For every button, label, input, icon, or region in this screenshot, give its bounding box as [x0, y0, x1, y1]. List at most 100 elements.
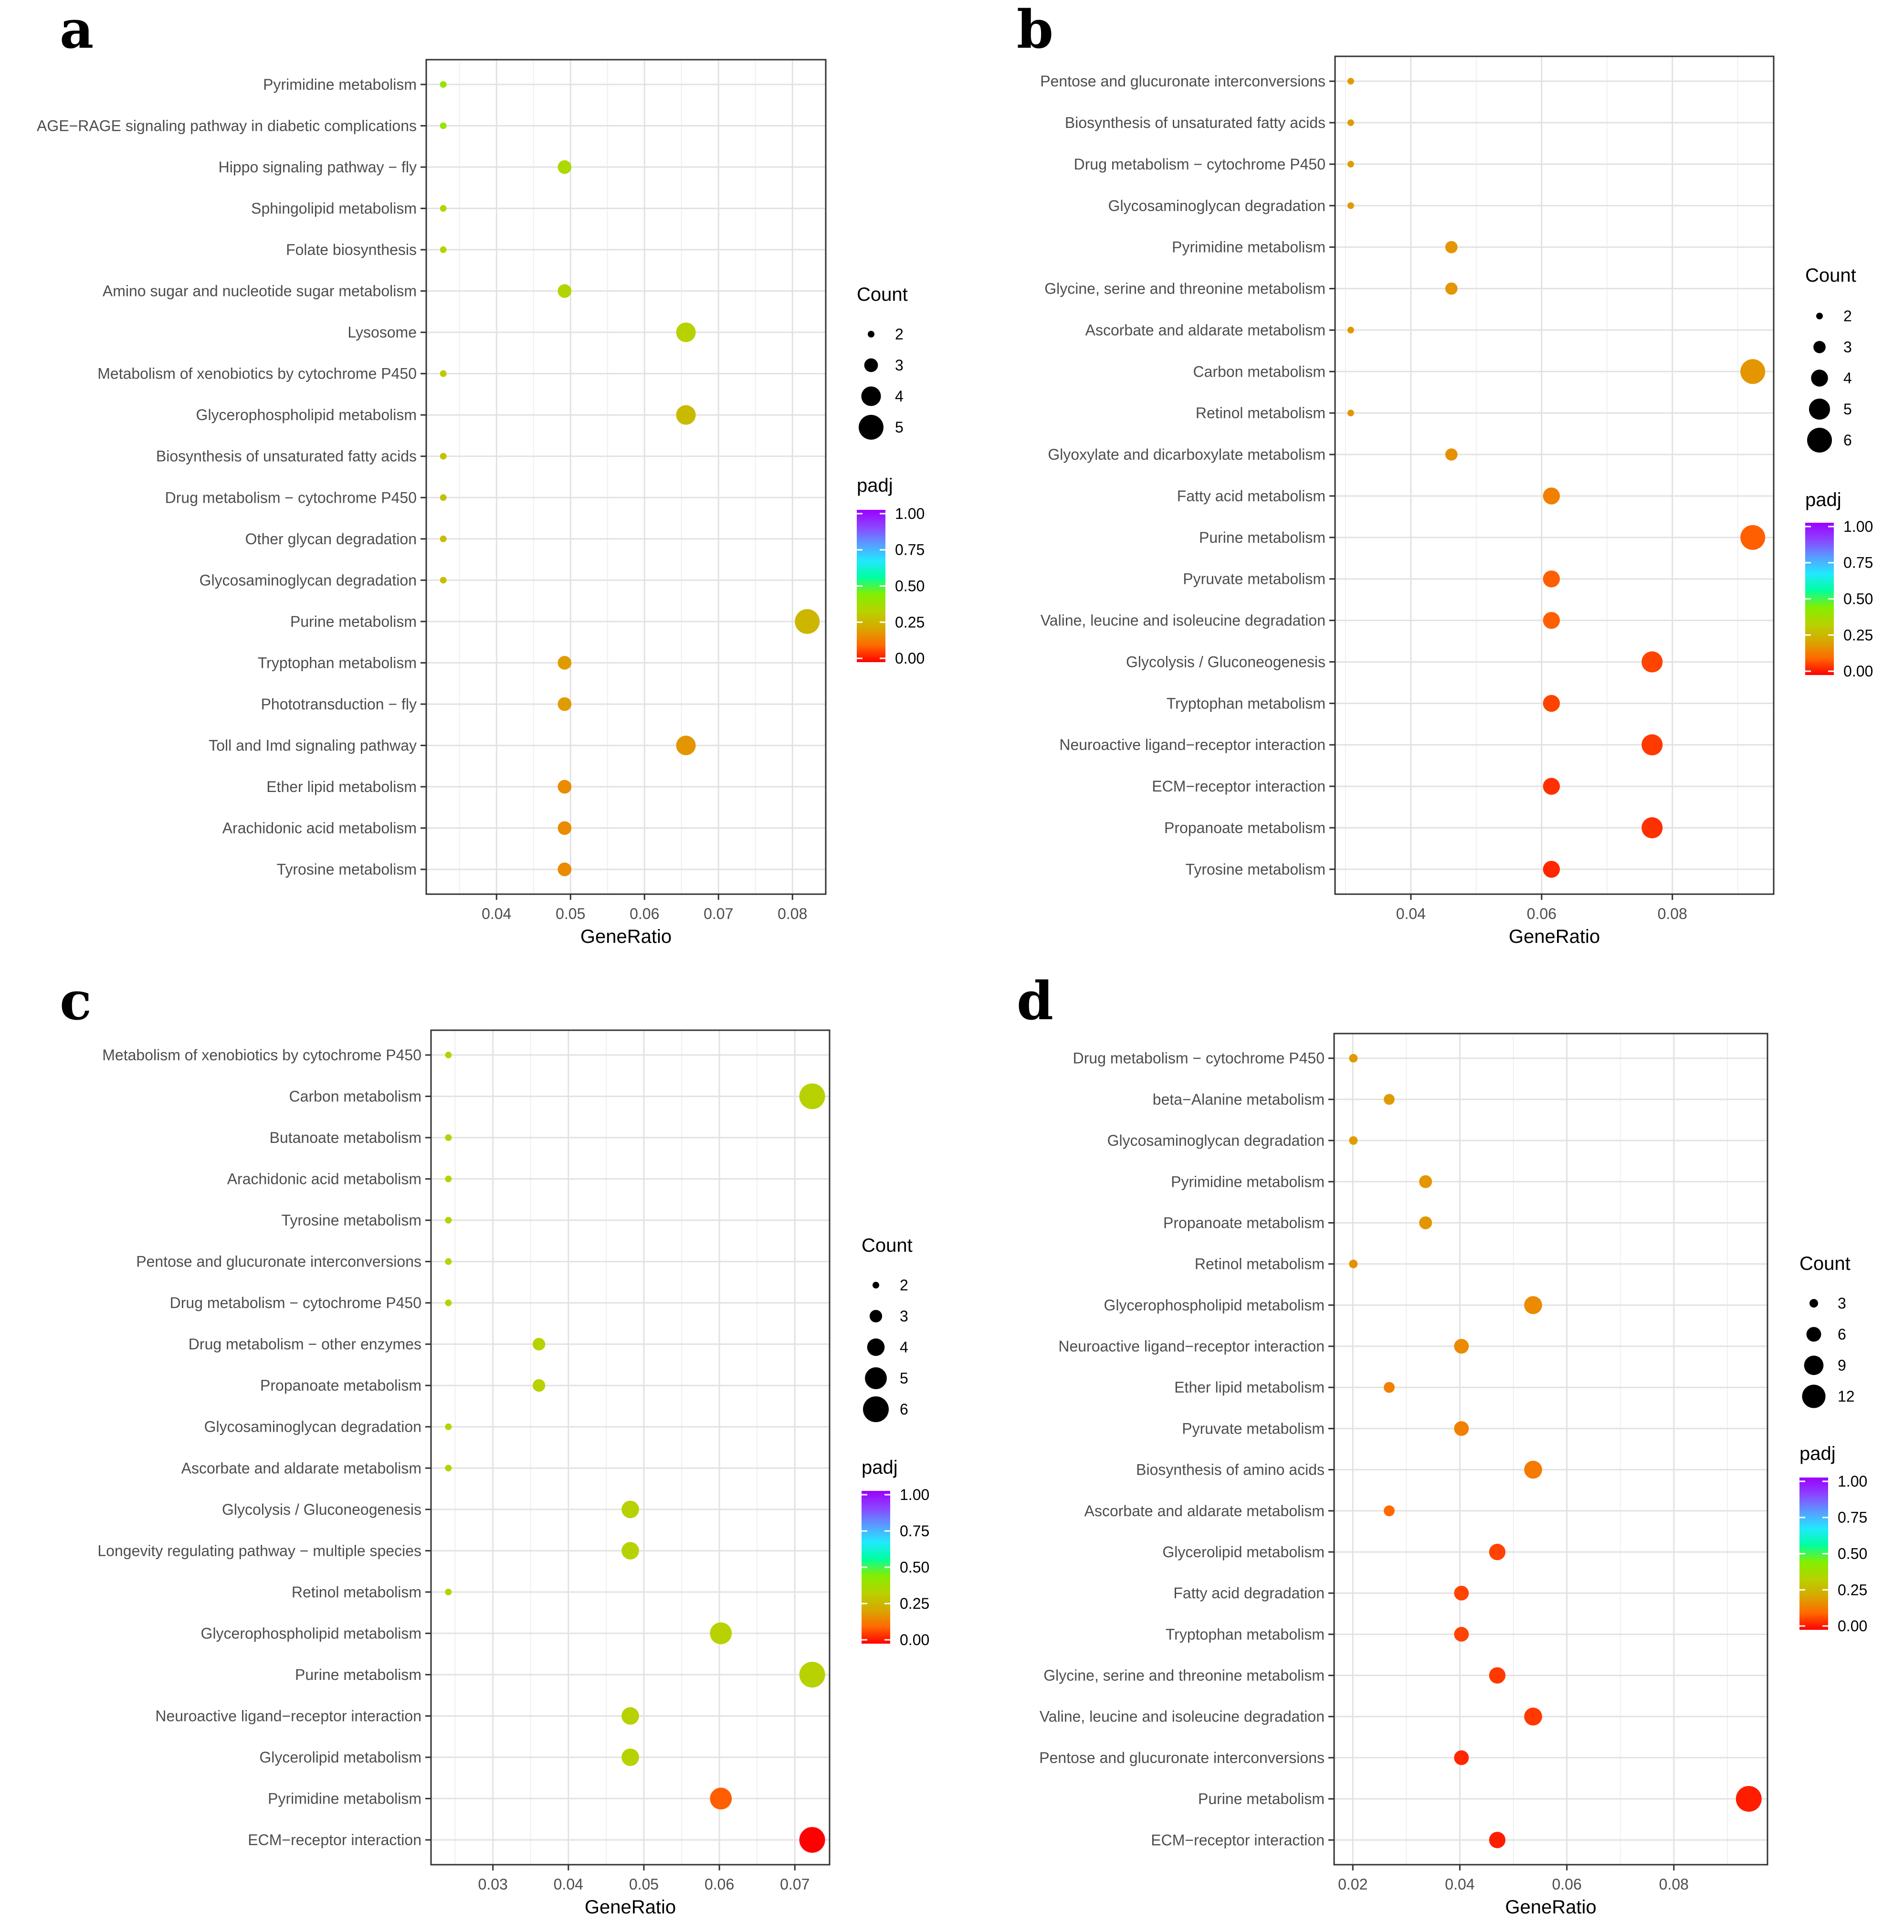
- data-point: [445, 1423, 452, 1430]
- plot-area: [1333, 1033, 1768, 1866]
- count-legend-title: Count: [857, 284, 908, 305]
- plot-border: [1334, 55, 1775, 895]
- y-tick-label: Biosynthesis of unsaturated fatty acids: [1065, 114, 1325, 131]
- y-tick-label: Glycine, serine and threonine metabolism: [1044, 280, 1325, 297]
- data-point: [440, 246, 447, 253]
- data-point: [1524, 1707, 1542, 1726]
- count-legend-label: 6: [1843, 432, 1852, 449]
- y-tick-label: Glycolysis / Gluconeogenesis: [1126, 653, 1325, 670]
- y-tick-label: Tyrosine metabolism: [277, 861, 417, 878]
- y-tick-label: Ether lipid metabolism: [1174, 1379, 1325, 1396]
- y-tick-label: Pyrimidine metabolism: [263, 76, 417, 93]
- y-tick-label: Retinol metabolism: [1195, 1256, 1325, 1273]
- data-point: [795, 609, 820, 634]
- count-legend-label: 2: [900, 1277, 908, 1294]
- y-tick-label: Ascorbate and aldarate metabolism: [1084, 1502, 1325, 1520]
- y-tick-label: Glycosaminoglycan degradation: [200, 571, 417, 589]
- data-point: [1489, 1832, 1506, 1848]
- count-legend-label: 2: [1843, 307, 1852, 325]
- data-point: [676, 405, 696, 425]
- y-tick-label: beta−Alanine metabolism: [1153, 1091, 1325, 1108]
- plot-area: [430, 1029, 831, 1866]
- data-point: [1454, 1585, 1469, 1601]
- x-tick-label: 0.04: [1396, 905, 1426, 922]
- panel-letter: b: [1017, 0, 1053, 60]
- padj-tick-label: 1.00: [1838, 1473, 1867, 1490]
- x-tick-label: 0.02: [1338, 1876, 1368, 1893]
- padj-tick-label: 0.50: [1843, 591, 1873, 608]
- count-legend-label: 3: [1843, 338, 1852, 356]
- count-legend-key: [1811, 370, 1828, 387]
- count-legend-key: [1809, 398, 1830, 420]
- data-point: [1740, 525, 1766, 550]
- data-point: [440, 370, 447, 377]
- y-tick-label: Pyruvate metabolism: [1183, 570, 1325, 588]
- y-tick-label: Ascorbate and aldarate metabolism: [1085, 321, 1325, 338]
- y-tick-label: Neuroactive ligand−receptor interaction: [1059, 736, 1325, 753]
- y-tick-label: ECM−receptor interaction: [1151, 1831, 1325, 1848]
- data-point: [440, 205, 447, 212]
- data-point: [440, 453, 447, 460]
- count-legend-title: Count: [862, 1235, 913, 1256]
- x-tick-label: 0.05: [629, 1876, 659, 1893]
- y-tick-label: Pentose and glucuronate interconversions: [136, 1253, 421, 1270]
- count-legend-key: [1807, 428, 1832, 453]
- count-legend-label: 4: [895, 388, 904, 405]
- count-legend-label: 5: [895, 419, 904, 436]
- y-tick-label: Glycerophospholipid metabolism: [201, 1625, 421, 1642]
- data-point: [621, 1542, 639, 1560]
- data-point: [445, 1134, 452, 1141]
- y-tick-label: Drug metabolism − cytochrome P450: [165, 489, 417, 506]
- data-point: [1347, 160, 1354, 168]
- count-legend-key: [1804, 1355, 1824, 1375]
- x-tick-label: 0.06: [705, 1876, 734, 1893]
- count-legend-key: [1813, 341, 1826, 353]
- data-point: [1543, 861, 1560, 878]
- y-tick-label: Phototransduction − fly: [261, 696, 417, 713]
- x-tick-label: 0.07: [780, 1876, 810, 1893]
- x-tick-label: 0.06: [1527, 905, 1557, 922]
- data-point: [1347, 78, 1354, 85]
- y-tick-label: Drug metabolism − cytochrome P450: [1073, 1050, 1325, 1067]
- x-axis-title: GeneRatio: [580, 926, 672, 947]
- data-point: [440, 81, 447, 88]
- data-point: [558, 656, 572, 670]
- data-point: [1489, 1543, 1506, 1561]
- data-point: [621, 1748, 639, 1766]
- data-point: [440, 122, 447, 129]
- y-tick-label: Metabolism of xenobiotics by cytochrome …: [97, 365, 417, 382]
- count-legend-key: [868, 331, 874, 338]
- padj-tick-label: 0.00: [1843, 663, 1873, 680]
- count-legend-label: 3: [895, 357, 904, 374]
- count-legend-key: [861, 386, 881, 406]
- data-point: [558, 780, 572, 794]
- data-point: [1347, 327, 1354, 334]
- count-legend-key: [865, 1367, 887, 1389]
- y-tick-label: Amino sugar and nucleotide sugar metabol…: [103, 283, 417, 300]
- data-point: [1454, 1421, 1469, 1436]
- data-point: [445, 1299, 452, 1307]
- count-legend-key: [873, 1282, 879, 1288]
- count-legend-label: 6: [900, 1401, 908, 1418]
- padj-tick-label: 1.00: [1843, 518, 1873, 535]
- count-legend-key: [864, 358, 878, 372]
- data-point: [1454, 1626, 1469, 1642]
- data-point: [799, 1661, 825, 1688]
- y-tick-label: Longevity regulating pathway − multiple …: [97, 1542, 421, 1559]
- count-legend-label: 4: [1843, 370, 1852, 387]
- y-tick-label: Glycosaminoglycan degradation: [1107, 1132, 1325, 1149]
- count-legend-label: 3: [1838, 1295, 1846, 1312]
- padj-legend-title: padj: [1805, 489, 1841, 510]
- data-point: [1349, 1259, 1358, 1268]
- data-point: [558, 821, 572, 835]
- y-tick-label: Neuroactive ligand−receptor interaction: [1058, 1338, 1325, 1355]
- y-tick-label: Pyrimidine metabolism: [268, 1790, 421, 1807]
- count-legend-key: [1816, 313, 1823, 319]
- data-point: [1349, 1054, 1358, 1063]
- data-point: [1347, 410, 1354, 417]
- y-tick-label: Biosynthesis of unsaturated fatty acids: [156, 448, 417, 465]
- padj-tick-label: 0.50: [900, 1559, 929, 1576]
- x-tick-label: 0.07: [704, 905, 733, 922]
- y-tick-label: Drug metabolism − cytochrome P450: [1074, 156, 1325, 173]
- data-point: [440, 577, 447, 584]
